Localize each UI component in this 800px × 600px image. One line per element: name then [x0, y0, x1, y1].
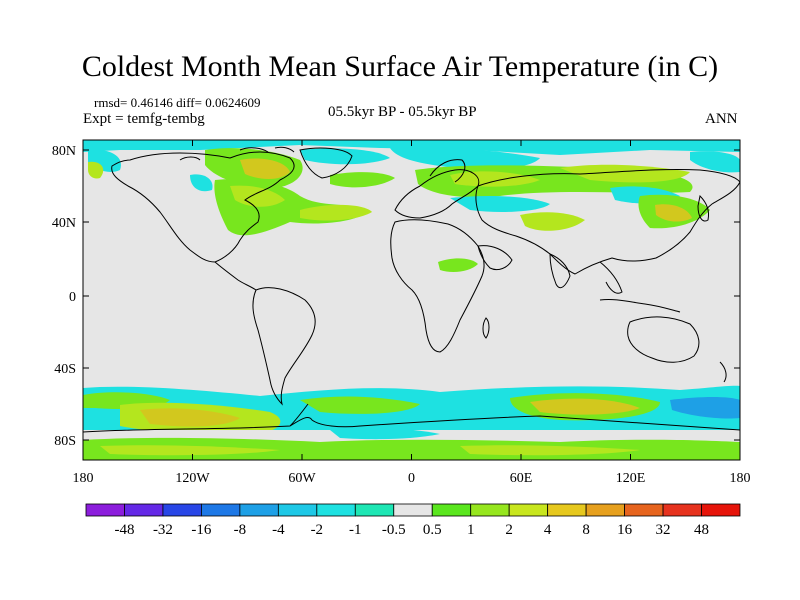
anomaly-region [670, 397, 740, 419]
lon-tick-label: 60W [288, 471, 316, 486]
anomaly-region [300, 396, 420, 414]
colorbar-swatch [239, 503, 279, 517]
anomaly-region [438, 258, 478, 272]
coastline-arctic-islands [179, 146, 295, 161]
colorbar-label: 0.5 [423, 522, 442, 538]
lat-tick-labels: 80N 40N 0 40S 80S [52, 144, 76, 449]
colorbar-label: 48 [694, 522, 709, 538]
colorbar-swatch [431, 503, 472, 517]
anomaly-region [690, 151, 740, 173]
colorbar-label: 4 [544, 522, 552, 538]
anomaly-region [300, 204, 372, 221]
coastline-japan [697, 194, 709, 222]
anomaly-region [240, 158, 290, 179]
lon-tick-label: 180 [730, 471, 751, 486]
anomaly-region [190, 174, 213, 192]
anomaly-region [530, 398, 640, 415]
colorbar-swatch [162, 503, 202, 517]
coastline-india [549, 253, 571, 289]
season-label: ANN [705, 111, 738, 127]
coastline-arabia [477, 245, 513, 271]
lat-tick-label: 40N [52, 216, 76, 231]
colorbar-label: -1 [349, 522, 362, 538]
lon-tick-label: 60E [510, 471, 533, 486]
coastline-south-america [252, 287, 316, 406]
colorbar-label: -2 [311, 522, 324, 538]
colorbar-label: -32 [153, 522, 173, 538]
colorbar-label: -16 [191, 522, 211, 538]
anomaly-region [83, 140, 740, 155]
colorbar-swatch [393, 503, 433, 517]
coastline-central-america [214, 261, 257, 291]
coastline-indonesia [599, 299, 681, 313]
lon-tick-label: 0 [408, 471, 415, 486]
stats-label: rmsd= 0.46146 diff= 0.0624609 [94, 95, 261, 110]
coastline-asia [475, 168, 740, 275]
coastline-antarctic-peninsula [289, 403, 309, 427]
colorbar-label: -0.5 [382, 522, 406, 538]
colorbar-swatch [547, 503, 587, 517]
colorbar-label: 1 [467, 522, 475, 538]
lon-tick-label: 180 [73, 471, 94, 486]
coastline-greenland [299, 147, 353, 179]
colorbar-label: -4 [272, 522, 285, 538]
lon-tick-labels: 180 120W 60W 0 60E 120E 180 [73, 471, 751, 486]
anomaly-region [88, 161, 104, 179]
colorbar-label: 32 [656, 522, 671, 538]
lon-tick-label: 120E [616, 471, 646, 486]
anomaly-region [230, 185, 285, 207]
coastline-new-zealand [719, 361, 727, 383]
colorbar-swatch [85, 503, 125, 517]
coastline-scandinavia [429, 159, 466, 183]
anomaly-region [560, 164, 690, 183]
lon-tick-label: 120W [175, 471, 210, 486]
anomaly-region [450, 171, 540, 187]
coastline-southeast-asia [599, 261, 623, 294]
map-title: Coldest Month Mean Surface Air Temperatu… [81, 50, 719, 83]
colorbar-label: -48 [114, 522, 134, 538]
anomaly-region [100, 445, 280, 456]
anomaly-region [655, 204, 692, 222]
axis-ticks [82, 140, 741, 460]
anomaly-region [520, 212, 585, 231]
anomaly-region [330, 427, 440, 440]
colorbar-swatch [662, 503, 702, 517]
anomaly-region [390, 147, 540, 170]
colorbar-swatch [701, 503, 741, 517]
coastline-antarctica [83, 415, 740, 433]
coastline-africa [390, 219, 485, 353]
colorbar-label: -8 [234, 522, 247, 538]
colorbar-swatch [508, 503, 549, 517]
colorbar-swatch [585, 503, 625, 517]
anomaly-region [460, 445, 640, 456]
lat-tick-label: 80S [54, 434, 76, 449]
colorbar-label: 16 [617, 522, 633, 538]
colorbar-label: 2 [505, 522, 513, 538]
coastlines [83, 146, 740, 433]
colorbar-swatch [277, 503, 318, 517]
anomaly-region [450, 196, 550, 212]
colorbar-swatch [201, 503, 241, 517]
period-label: 05.5kyr BP - 05.5kyr BP [328, 104, 477, 120]
lat-tick-label: 0 [69, 290, 76, 305]
colorbar-swatch [316, 503, 356, 517]
experiment-label: Expt = temfg-tembg [83, 111, 205, 127]
colorbar-swatch [624, 503, 664, 517]
coastline-australia [627, 316, 700, 363]
colorbar-label: 8 [582, 522, 590, 538]
colorbar-swatch [470, 503, 510, 517]
anomaly-region [140, 408, 240, 427]
anomaly-region [300, 148, 390, 165]
lat-tick-label: 80N [52, 144, 76, 159]
colorbar-swatch [124, 503, 164, 517]
coastline-madagascar [482, 317, 490, 339]
anomaly-region [330, 172, 395, 188]
lat-tick-label: 40S [54, 362, 76, 377]
colorbar-swatch [354, 503, 395, 517]
coastline-north-america [111, 151, 295, 263]
